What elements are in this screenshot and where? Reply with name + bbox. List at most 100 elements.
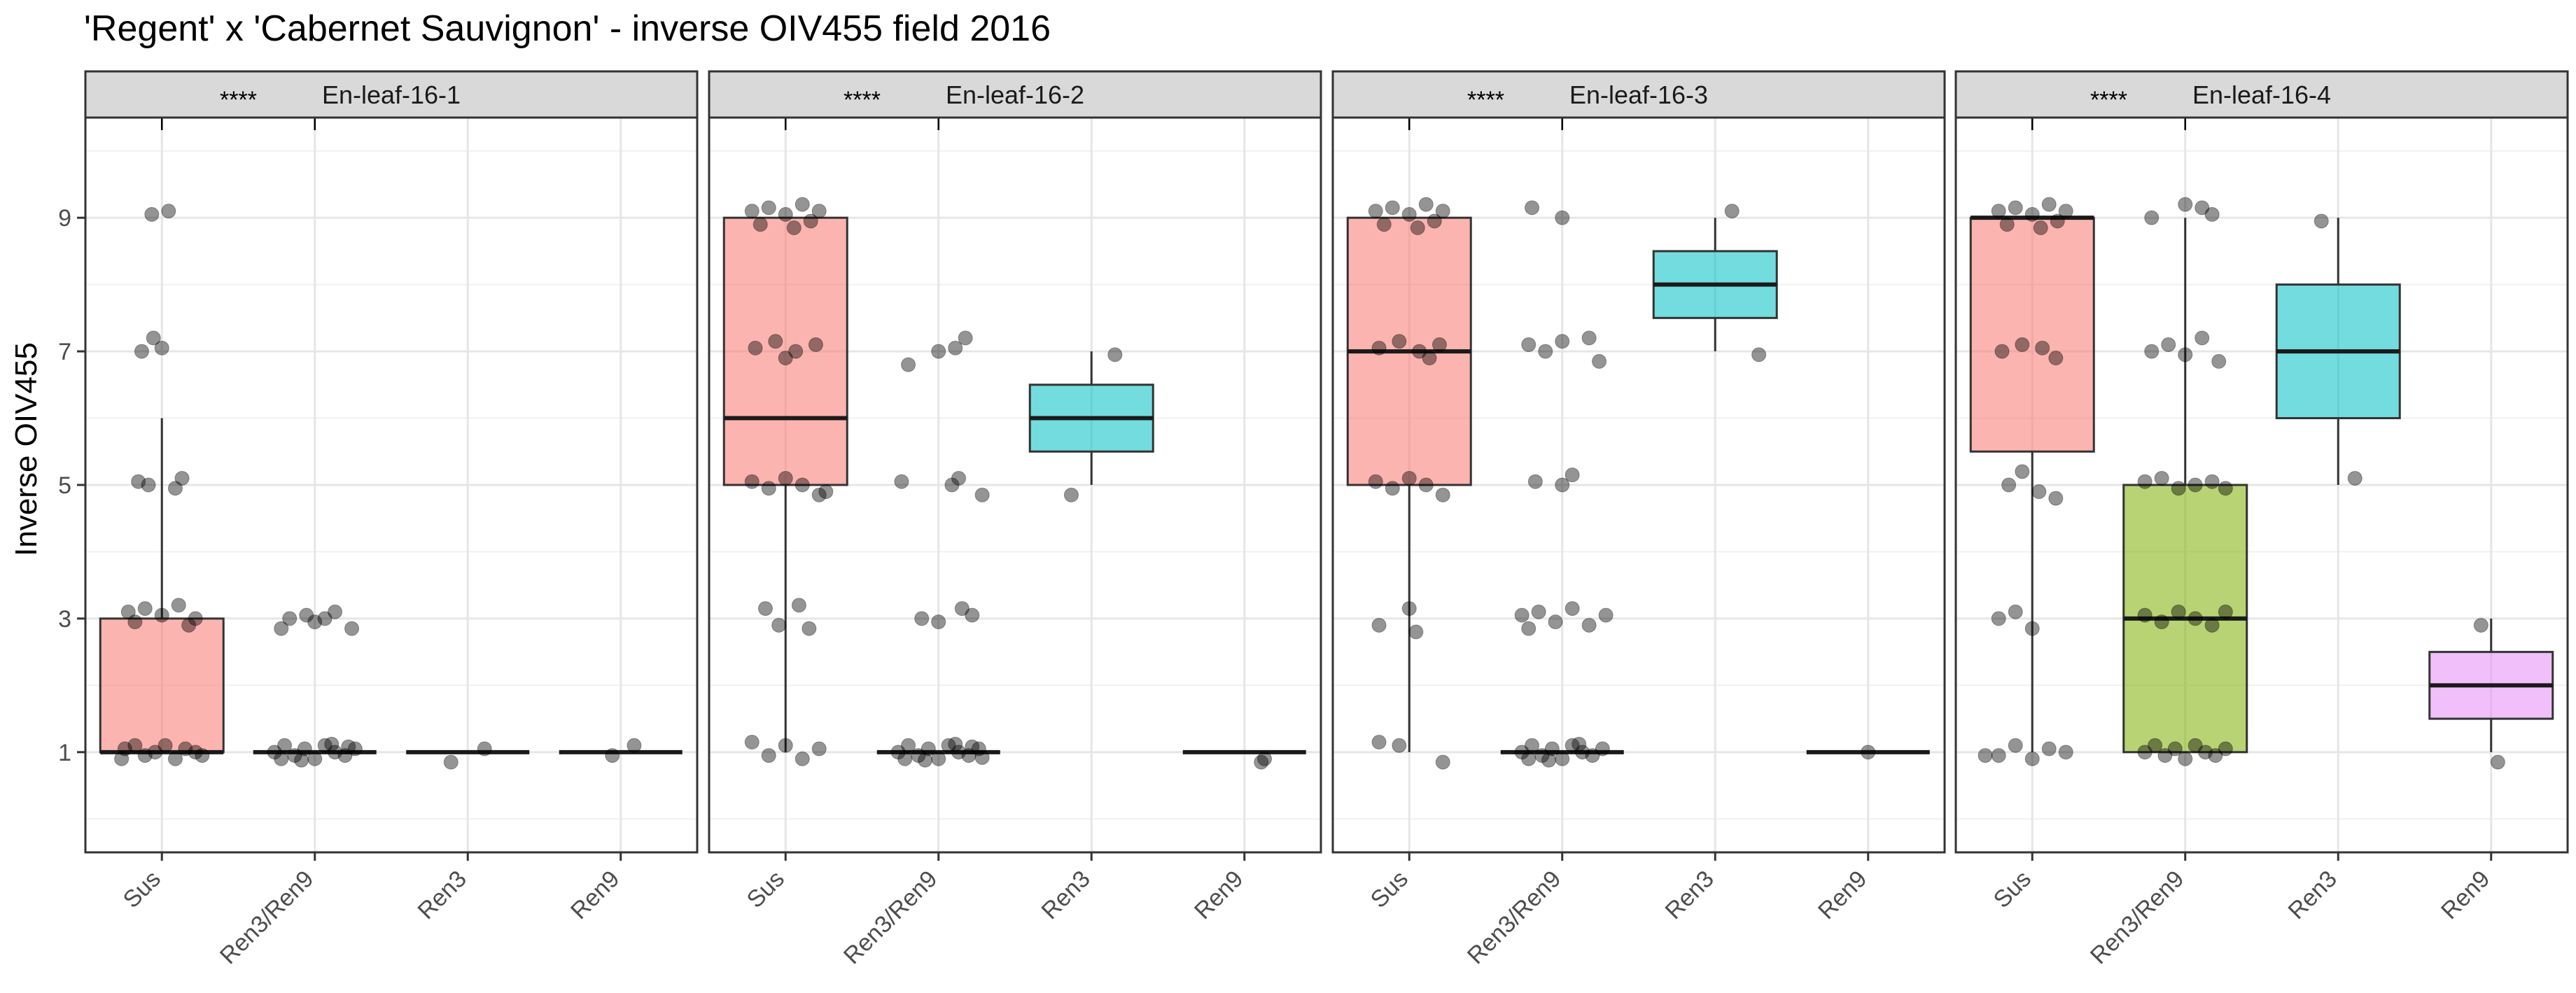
data-point: [1548, 614, 1563, 630]
data-point: [317, 611, 332, 626]
data-point: [1418, 477, 1434, 493]
data-point: [1531, 604, 1546, 619]
data-point: [1581, 330, 1597, 346]
data-point: [803, 213, 818, 229]
significance-label: ****: [220, 87, 257, 113]
data-point: [2050, 213, 2065, 229]
significance-bracket: ****: [2031, 87, 2186, 130]
facet-panel-3: En-leaf-16-3 **** Sus Ren3/Ren9 Ren3 Ren9: [1331, 70, 1946, 969]
data-point: [154, 607, 169, 623]
data-point: [307, 614, 323, 630]
data-point: [1422, 351, 1437, 366]
data-point: [1724, 204, 1740, 219]
data-point: [2208, 748, 2223, 763]
data-point: [931, 344, 946, 359]
data-point: [2194, 330, 2210, 346]
data-point: [127, 738, 143, 753]
data-point: [181, 617, 197, 633]
data-point: [307, 751, 323, 766]
data-point: [744, 474, 760, 489]
data-point: [2001, 477, 2017, 493]
data-point: [167, 481, 183, 496]
data-point: [341, 739, 356, 754]
data-point: [1595, 741, 1610, 756]
x-tick-label: Sus: [118, 866, 166, 913]
y-tick-label: 5: [58, 472, 71, 499]
data-point: [131, 474, 146, 489]
data-point: [2148, 738, 2163, 753]
box-ren3: [1652, 204, 1778, 362]
data-point: [794, 751, 810, 766]
box-body: [722, 216, 848, 486]
panel-border: [1331, 116, 1946, 854]
data-point: [1592, 353, 1607, 369]
data-point: [948, 736, 963, 752]
box-ren3-ren9: [1500, 200, 1624, 768]
data-point: [1427, 213, 1442, 229]
data-point: [2490, 754, 2505, 770]
data-point: [167, 751, 183, 766]
data-point: [1376, 217, 1392, 232]
x-tick-label: Ren9: [1813, 866, 1872, 924]
data-point: [1408, 624, 1424, 640]
box-sus: [722, 197, 848, 766]
data-point: [1538, 344, 1553, 359]
data-point: [1385, 200, 1400, 216]
data-point: [347, 741, 363, 756]
data-point: [1541, 752, 1557, 768]
facet-strip: [1331, 70, 1946, 119]
y-tick-label: 1: [58, 740, 71, 766]
data-point: [811, 487, 827, 502]
box-sus: [1346, 197, 1472, 770]
x-tick-label: Ren3: [2283, 866, 2342, 924]
data-point: [1401, 206, 1417, 222]
data-point: [287, 748, 302, 763]
data-point: [971, 741, 986, 756]
data-point: [958, 330, 973, 346]
data-point: [802, 621, 817, 636]
data-point: [2041, 197, 2057, 212]
data-point: [1368, 474, 1383, 489]
box-ren3: [1028, 347, 1154, 502]
data-point: [1598, 607, 1614, 623]
data-point: [158, 738, 173, 753]
data-point: [778, 738, 793, 753]
data-point: [2204, 206, 2220, 222]
facet-panel-2: En-leaf-16-2 **** Sus Ren3/Ren9 Ren3 Ren9: [708, 70, 1322, 969]
data-point: [761, 748, 776, 763]
data-point: [808, 337, 823, 353]
data-point: [771, 617, 787, 633]
box-body: [99, 617, 225, 754]
data-point: [752, 217, 768, 232]
data-point: [788, 344, 804, 359]
data-point: [918, 752, 933, 768]
data-point: [894, 474, 909, 489]
significance-label: ****: [844, 87, 881, 113]
x-tick-label: Ren3/Ren9: [2085, 866, 2190, 970]
data-point: [897, 751, 913, 766]
data-point: [791, 598, 806, 613]
significance-bracket: ****: [1408, 87, 1563, 130]
data-point: [1401, 601, 1417, 617]
box-ren9: [1182, 749, 1306, 770]
data-point: [1525, 738, 1540, 753]
box-ren3: [406, 741, 530, 770]
facet-strip-label: En-leaf-16-3: [1569, 80, 1708, 109]
data-point: [1555, 334, 1570, 349]
data-point: [117, 741, 132, 756]
data-point: [2188, 738, 2203, 753]
data-point: [901, 738, 916, 753]
box-ren9: [2428, 617, 2554, 770]
data-point: [1994, 344, 2010, 359]
data-point: [901, 357, 916, 372]
data-point: [1435, 754, 1450, 770]
data-point: [144, 206, 160, 222]
data-point: [2137, 474, 2152, 489]
data-point: [1564, 601, 1580, 617]
data-point: [1521, 337, 1536, 353]
data-point: [1257, 751, 1273, 766]
data-point: [954, 601, 969, 617]
data-point: [757, 601, 773, 617]
data-point: [328, 604, 343, 619]
